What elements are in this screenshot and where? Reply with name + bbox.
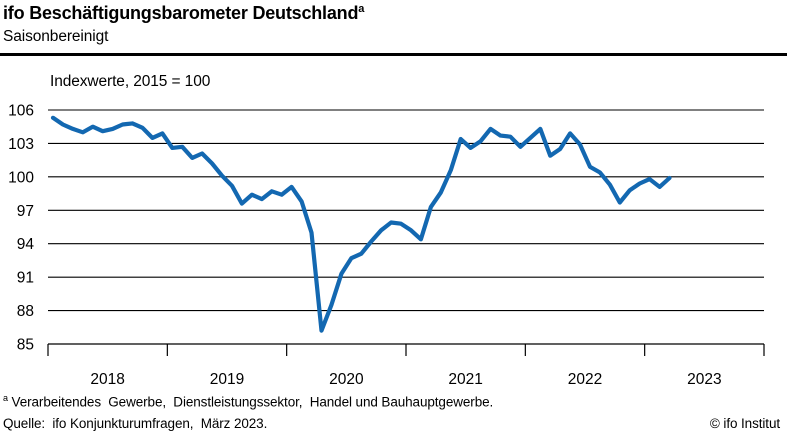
source-note: Quelle: ifo Konjunkturumfragen, März 202… [3,416,268,431]
y-tick-label: 100 [8,169,34,186]
title-divider [0,53,787,56]
page-subtitle: Saisonbereinigt [3,28,109,45]
y-tick-label: 91 [17,270,34,287]
page-title-text: ifo Beschäftigungsbarometer Deutschland [3,3,359,23]
copyright-note: © ifo Institut [709,416,780,431]
y-tick-label: 97 [17,203,34,220]
footnote: a Verarbeitendes Gewerbe, Dienstleistung… [3,393,493,410]
x-tick-label: 2021 [448,371,482,388]
y-tick-label: 106 [8,103,34,120]
footnote-text: Verarbeitendes Gewerbe, Dienstleistungss… [7,394,494,410]
x-tick-label: 2023 [687,371,721,388]
y-tick-label: 103 [8,136,34,153]
x-tick-label: 2019 [210,371,244,388]
page-title: ifo Beschäftigungsbarometer Deutschlanda [3,3,364,24]
title-footnote-marker: a [358,3,365,15]
x-tick-label: 2022 [568,371,602,388]
x-tick-label: 2018 [90,371,124,388]
y-tick-label: 94 [17,236,35,253]
footnote-marker: a [3,393,8,403]
y-tick-label: 88 [17,303,34,320]
barometer-data-line [50,115,672,333]
axis-unit-note: Indexwerte, 2015 = 100 [50,73,211,90]
x-tick-label: 2020 [329,371,364,388]
y-tick-label: 85 [17,337,34,354]
